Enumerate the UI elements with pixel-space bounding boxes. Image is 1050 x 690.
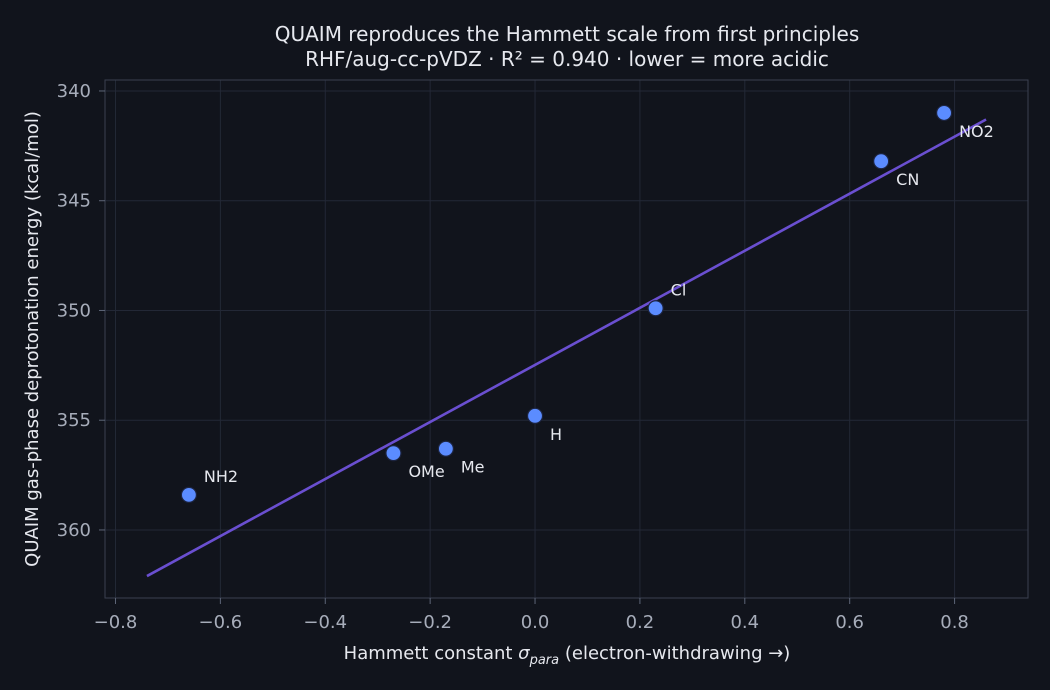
data-point: [437, 440, 454, 457]
point-label: Cl: [671, 280, 687, 299]
data-point: [180, 486, 198, 503]
y-tick-label: 360: [57, 520, 91, 541]
y-tick-label: 345: [57, 191, 91, 212]
point-label: NO2: [959, 122, 994, 141]
point-label: NH2: [204, 467, 238, 486]
x-tick-label: 0.6: [835, 612, 864, 633]
x-tick-label: 0.8: [940, 612, 969, 633]
x-tick-label: −0.4: [303, 612, 347, 633]
x-axis-label-suffix: (electron-withdrawing →): [559, 643, 790, 664]
y-tick-label: 350: [57, 300, 91, 321]
point-label: CN: [896, 170, 919, 189]
x-tick-label: −0.6: [199, 612, 243, 633]
point-label: Me: [461, 458, 485, 477]
chart-title: QUAIM reproduces the Hammett scale from …: [275, 22, 860, 46]
ticks-layer: −0.8 −0.6 −0.4 −0.2 0.0 0.2 0.4 0.6 0.8 340 345 350…: [57, 81, 969, 633]
x-tick-label: −0.2: [408, 612, 452, 633]
x-axis-label-symbol: σ: [518, 643, 530, 664]
fit-line: [146, 118, 987, 578]
data-point: [385, 445, 402, 462]
points-layer: NH2 OMe Me H Cl CN NO2: [180, 104, 994, 503]
data-point: [647, 300, 664, 317]
x-tick-label: 0.2: [626, 612, 655, 633]
x-tick-label: 0.4: [730, 612, 759, 633]
x-tick-label: 0.0: [521, 612, 550, 633]
data-point: [526, 407, 544, 424]
x-tick-label: −0.8: [94, 612, 138, 633]
data-point: [873, 153, 890, 170]
x-axis-label: Hammett constant σpara (electron-withdra…: [344, 643, 791, 668]
grid-layer: [105, 80, 1028, 598]
x-axis-label-prefix: Hammett constant: [344, 643, 519, 664]
plot-frame: [104, 79, 1029, 599]
chart-subtitle: RHF/aug-cc-pVDZ · R² = 0.940 · lower = m…: [305, 47, 829, 71]
fit-layer: [146, 118, 987, 578]
y-tick-label: 355: [57, 410, 91, 431]
y-tick-label: 340: [57, 81, 91, 102]
y-axis-label: QUAIM gas-phase deprotonation energy (kc…: [22, 111, 43, 567]
point-label: OMe: [408, 462, 444, 481]
x-axis-label-subscript: para: [529, 653, 560, 668]
data-point: [935, 104, 953, 122]
point-label: H: [550, 425, 562, 444]
